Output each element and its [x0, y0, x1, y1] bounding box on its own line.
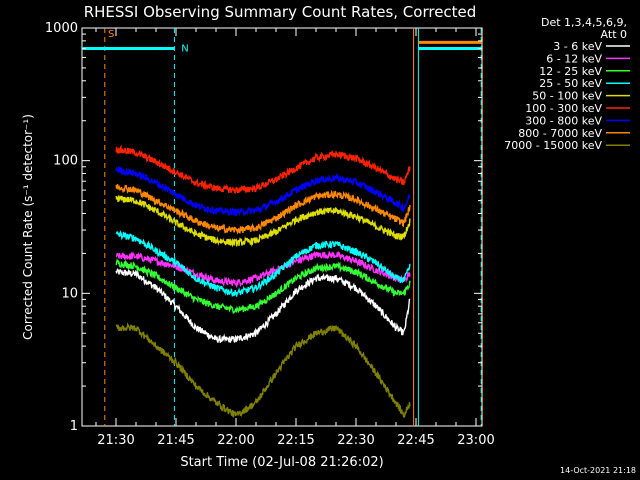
series-line-4 — [115, 230, 411, 297]
x-tick-label-2: 21:45 — [157, 433, 194, 448]
x-axis-label: Start Time (02-Jul-08 21:26:02) — [180, 455, 383, 470]
x-tick-label-4: 22:15 — [277, 433, 314, 448]
marker-layer: SN — [82, 28, 483, 426]
x-tick-label-3: 22:00 — [217, 433, 254, 448]
series-line-9 — [115, 321, 411, 418]
legend-label-5: 50 - 100 keV — [532, 90, 602, 103]
series-line-2 — [115, 250, 411, 289]
legend-header-line-2: Att 0 — [601, 28, 627, 41]
legend-label-9: 7000 - 15000 keV — [504, 139, 602, 152]
series-layer — [115, 144, 411, 418]
ticks-layer: 21:30 21:45 22:00 22:15 22:30 22:45 23:00 1 10 10… — [45, 21, 495, 448]
x-tick-label-5: 22:30 — [337, 433, 374, 448]
y-tick-label-2: 10 — [61, 286, 78, 301]
annotation-s: S — [108, 29, 114, 40]
plot-area: SN 21:30 21:45 22:00 22:15 22:30 22:45 23:0011… — [45, 21, 495, 448]
series-line-8 — [115, 183, 411, 235]
legend-header-line-1: Det 1,3,4,5,6,9, — [541, 16, 627, 29]
legend-label-6: 100 - 300 keV — [525, 102, 602, 115]
y-tick-label-3: 100 — [53, 154, 78, 169]
legend-label-1: 3 - 6 keV — [553, 40, 602, 53]
series-line-5 — [115, 195, 411, 248]
x-tick-label-7: 23:00 — [457, 433, 494, 448]
legend-label-2: 6 - 12 keV — [546, 52, 602, 65]
series-line-7 — [115, 165, 411, 217]
y-tick-label-4: 1000 — [45, 21, 78, 36]
chart-title: RHESSI Observing Summary Count Rates, Co… — [84, 3, 477, 21]
series-line-3 — [115, 258, 411, 314]
x-tick-label-6: 22:45 — [397, 433, 434, 448]
legend-label-3: 12 - 25 keV — [539, 65, 602, 78]
legend-label-7: 300 - 800 keV — [525, 114, 602, 127]
series-line-1 — [115, 268, 411, 344]
annotation-n: N — [181, 44, 188, 55]
y-axis-label: Corrected Count Rate (s⁻¹ detector⁻¹) — [21, 114, 35, 340]
series-line-6 — [115, 144, 411, 194]
y-tick-label-1: 1 — [70, 419, 78, 434]
footer-timestamp: 14-Oct-2021 21:18 — [560, 466, 636, 475]
legend-label-4: 25 - 50 keV — [539, 77, 602, 90]
legend-label-8: 800 - 7000 keV — [518, 127, 602, 140]
x-tick-label-1: 21:30 — [97, 433, 134, 448]
